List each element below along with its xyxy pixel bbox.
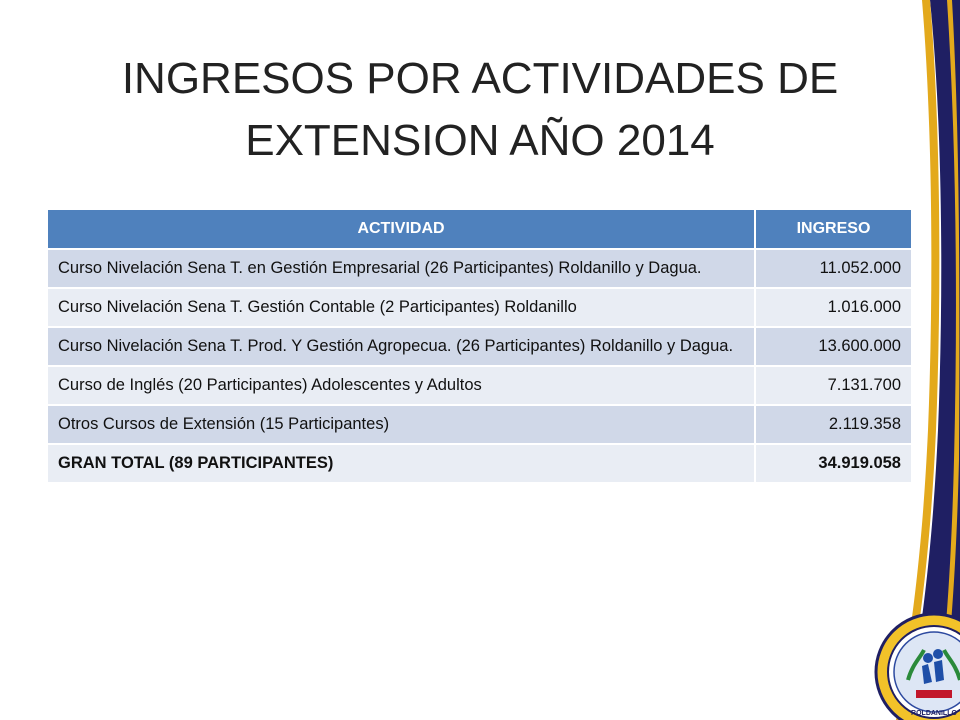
actividad-cell: Curso Nivelación Sena T. Prod. Y Gestión… <box>48 326 755 366</box>
actividad-cell: Otros Cursos de Extensión (15 Participan… <box>48 404 755 444</box>
title-line-2: EXTENSION AÑO 2014 <box>245 116 715 165</box>
decorative-side-bars <box>896 0 960 720</box>
institution-seal-logo: ROLDANILLO <box>874 612 960 720</box>
total-label-cell: GRAN TOTAL (89 PARTICIPANTES) <box>48 443 755 482</box>
table-row: Curso Nivelación Sena T. Prod. Y Gestión… <box>48 326 911 366</box>
column-header-actividad: ACTIVIDAD <box>48 210 755 249</box>
actividad-cell: Curso Nivelación Sena T. en Gestión Empr… <box>48 248 755 288</box>
table-row: Otros Cursos de Extensión (15 Participan… <box>48 404 911 444</box>
actividad-cell: Curso Nivelación Sena T. Gestión Contabl… <box>48 287 755 327</box>
table-header-row: ACTIVIDAD INGRESO <box>48 210 911 249</box>
table-row: Curso Nivelación Sena T. en Gestión Empr… <box>48 248 911 288</box>
income-table: ACTIVIDAD INGRESO Curso Nivelación Sena … <box>48 210 911 482</box>
table-row: Curso de Inglés (20 Participantes) Adole… <box>48 365 911 405</box>
ingreso-cell: 11.052.000 <box>754 248 911 288</box>
title-line-1: INGRESOS POR ACTIVIDADES DE <box>121 54 839 103</box>
column-header-ingreso: INGRESO <box>754 210 911 249</box>
table-row: Curso Nivelación Sena T. Gestión Contabl… <box>48 287 911 327</box>
svg-text:ROLDANILLO: ROLDANILLO <box>911 710 957 717</box>
ingreso-cell: 13.600.000 <box>754 326 911 366</box>
ingreso-cell: 7.131.700 <box>754 365 911 405</box>
slide-title: INGRESOS POR ACTIVIDADES DE EXTENSION AÑ… <box>60 48 900 172</box>
ingreso-cell: 2.119.358 <box>754 404 911 444</box>
total-row: GRAN TOTAL (89 PARTICIPANTES) 34.919.058 <box>48 443 911 482</box>
actividad-cell: Curso de Inglés (20 Participantes) Adole… <box>48 365 755 405</box>
ingreso-cell: 1.016.000 <box>754 287 911 327</box>
total-value-cell: 34.919.058 <box>754 443 911 482</box>
